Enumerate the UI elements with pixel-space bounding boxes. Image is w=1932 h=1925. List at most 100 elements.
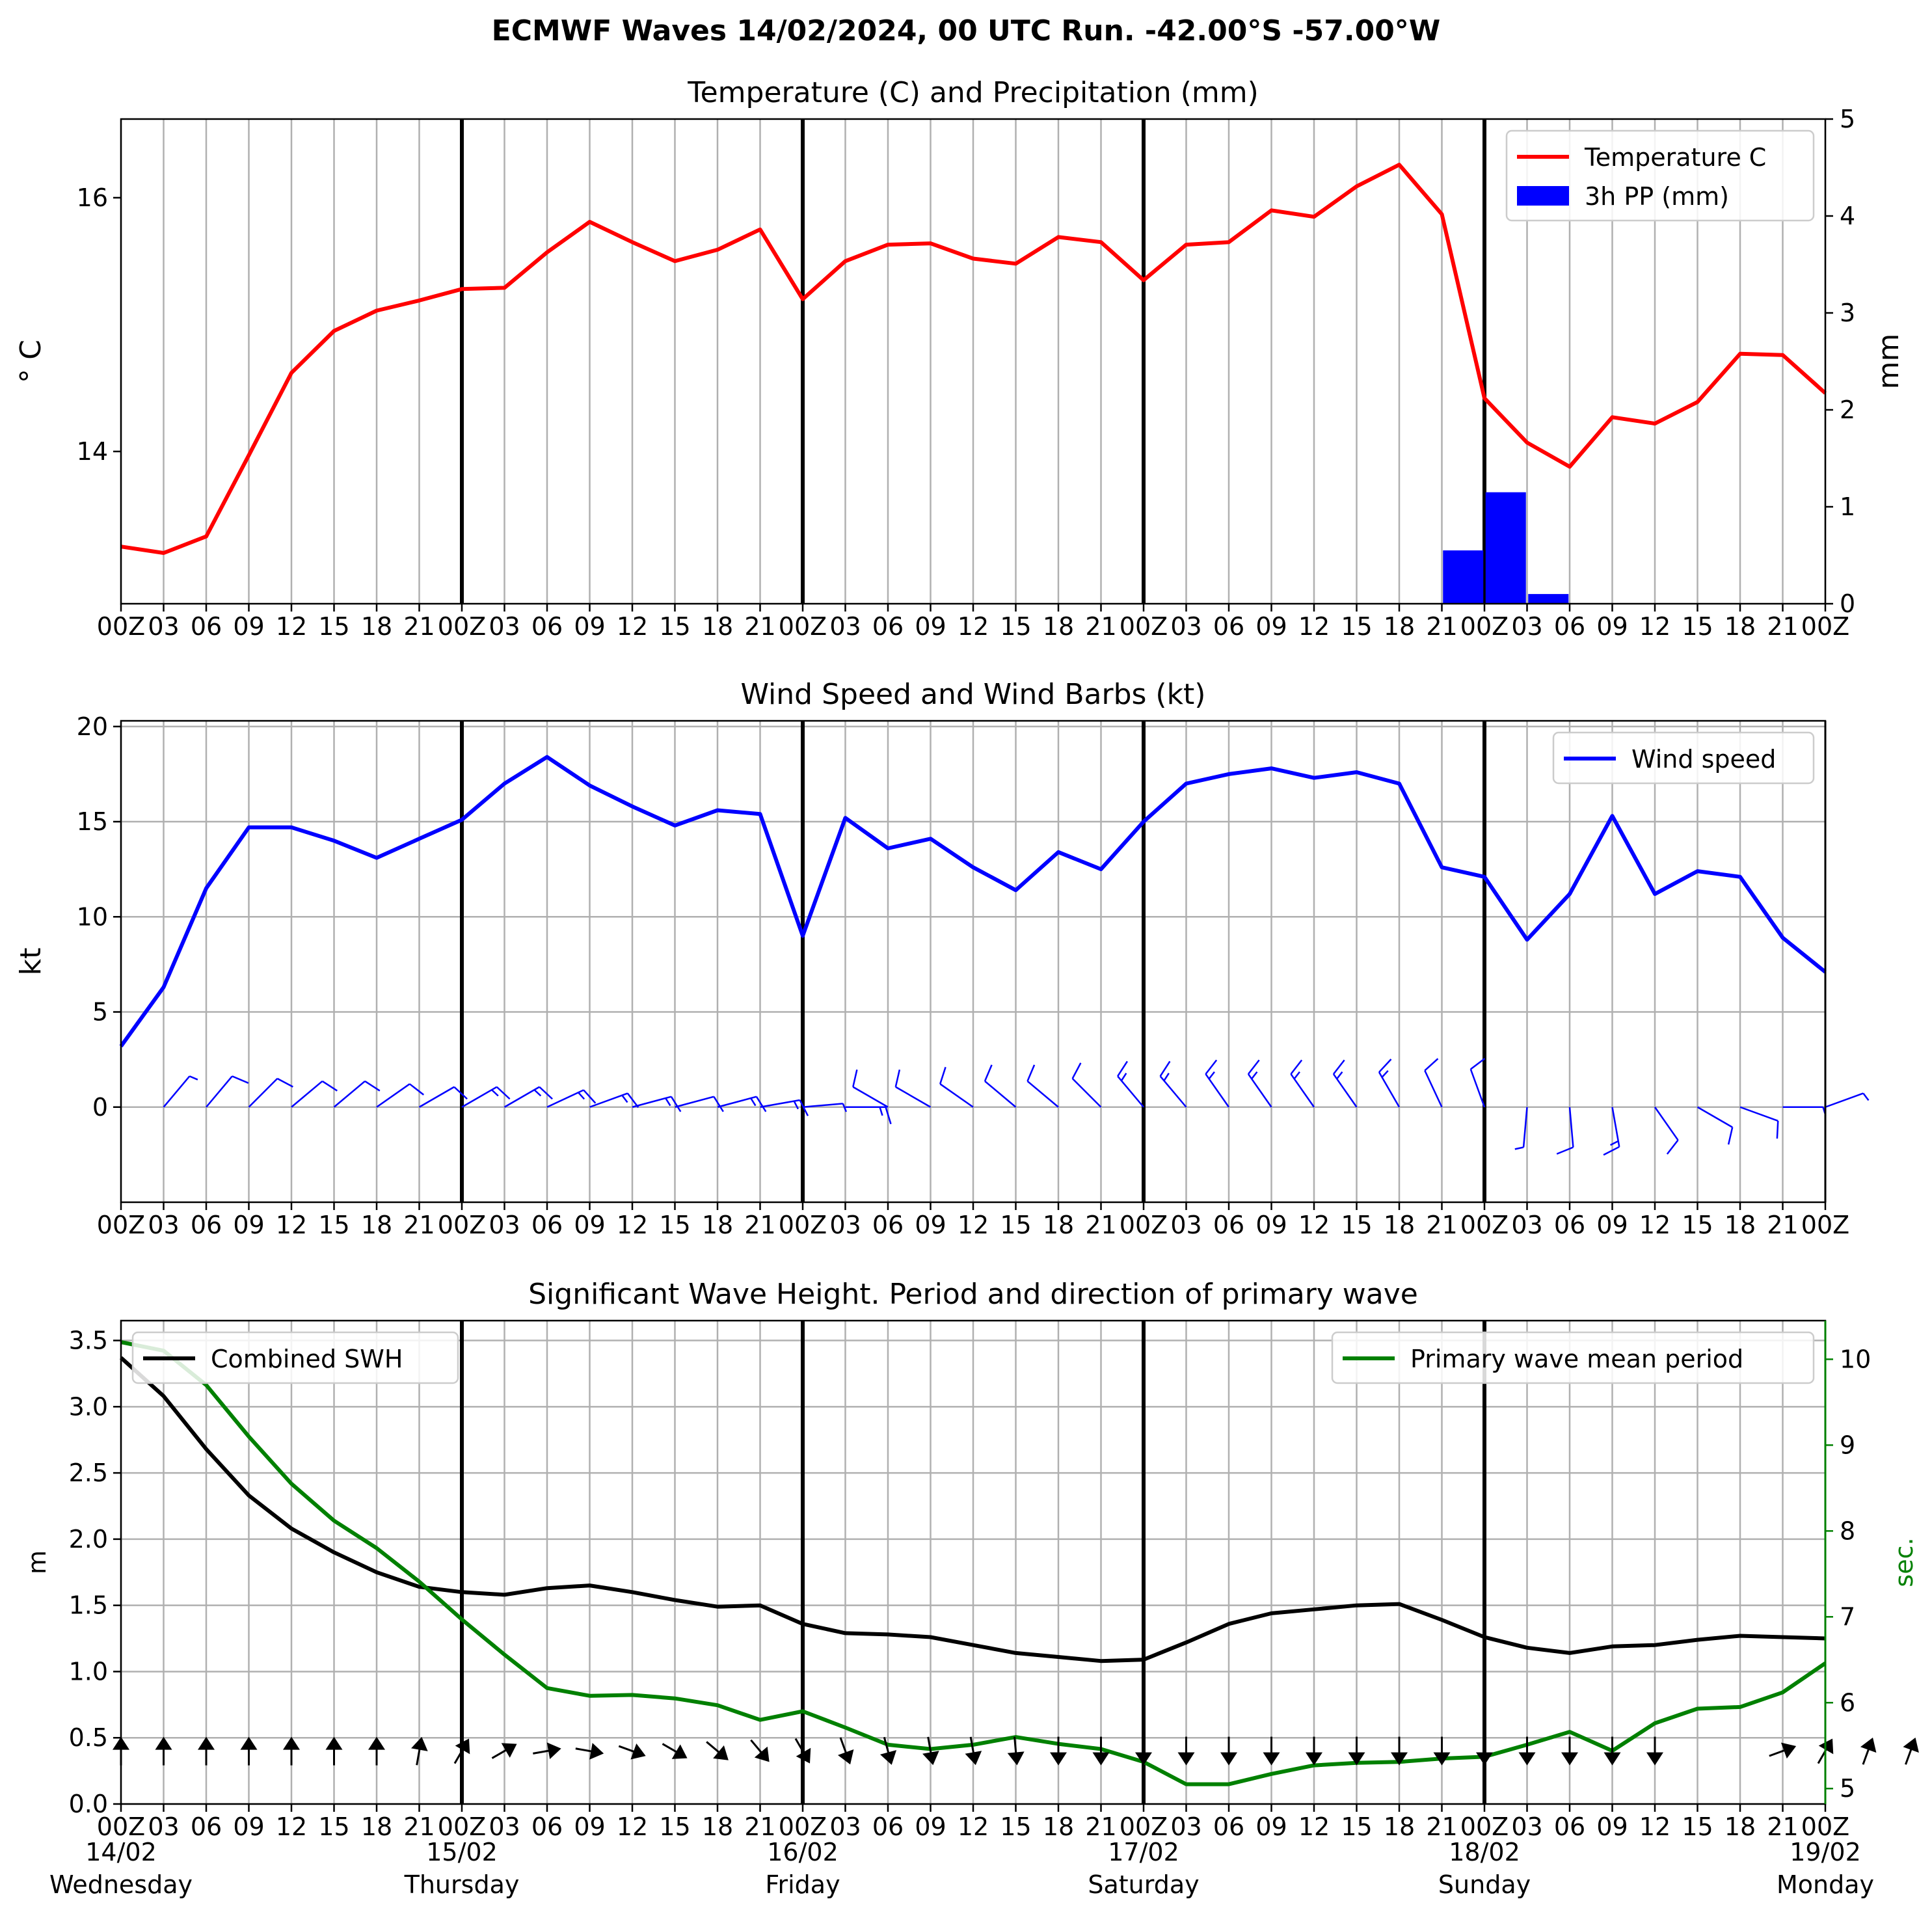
wave-direction-arrow <box>1050 1736 1067 1766</box>
wave-arrow-head <box>1391 1752 1408 1766</box>
x-tick-label: 21 <box>1767 1812 1798 1841</box>
wave-arrow-head <box>1348 1752 1365 1766</box>
x-tick-label: 03 <box>489 1211 520 1239</box>
wind-barb-staff <box>717 1096 757 1108</box>
wave-arrow-head <box>837 1749 854 1765</box>
x-tick-label: 09 <box>233 1211 264 1239</box>
wind-barb-feather <box>453 1086 468 1100</box>
wave-arrow-head <box>325 1736 343 1750</box>
x-tick-label: 15 <box>318 1211 349 1239</box>
x-tick-label: 06 <box>531 1211 563 1239</box>
wave-direction-arrow <box>837 1737 854 1765</box>
date-label-group: 18/02 Sunday <box>1438 1838 1531 1899</box>
x-tick-label: 12 <box>1298 1211 1330 1239</box>
x-tick-label: 03 <box>148 612 179 641</box>
wind-barb-feather <box>1163 1073 1170 1081</box>
wave-arrow-head <box>1306 1752 1322 1766</box>
legend-label: Combined SWH <box>211 1345 403 1373</box>
wind-barb-staff <box>376 1083 410 1108</box>
x-tick-label: 15 <box>659 1211 690 1239</box>
x-tick-label: 18 <box>361 1211 392 1239</box>
wave-direction-arrow <box>198 1736 215 1766</box>
x-tick-label: 09 <box>574 1211 605 1239</box>
x-tick-label: 15 <box>1341 1211 1372 1239</box>
day-label: Saturday <box>1088 1870 1199 1899</box>
wave-direction-arrow <box>1007 1736 1025 1766</box>
wind-barb-feather <box>583 1089 597 1104</box>
x-tick-label: 06 <box>1213 1812 1244 1841</box>
date-label: 14/02 <box>85 1838 157 1866</box>
legend-box <box>1552 731 1815 785</box>
x-tick-label: 06 <box>1554 612 1585 641</box>
x-tick-label: 00Z <box>1801 1211 1849 1239</box>
wave-direction-arrow <box>1603 1736 1621 1766</box>
y-axis-label: ° C <box>14 340 47 383</box>
x-tick-label: 15 <box>318 1812 349 1841</box>
wave-arrow-head <box>1220 1752 1237 1766</box>
x-tick-label: 21 <box>403 1812 435 1841</box>
x-tick-label: 03 <box>148 1211 179 1239</box>
x-tick-label: 18 <box>1724 612 1756 641</box>
wave-arrow-head <box>1603 1752 1621 1766</box>
x-tick-label: 21 <box>403 1211 435 1239</box>
x-tick-label: 21 <box>1085 1211 1116 1239</box>
wave-direction-arrow <box>618 1743 646 1760</box>
x-tick-label: 15 <box>659 612 690 641</box>
x-tick-label: 21 <box>744 612 775 641</box>
legend: Temperature C 3h PP (mm) <box>1505 129 1815 222</box>
y2-tick-label: 3 <box>1840 299 1855 327</box>
x-tick-label: 00Z <box>1120 612 1168 641</box>
x-tick-label: 00Z <box>1460 612 1509 641</box>
date-label-group: 15/02 Thursday <box>404 1838 520 1899</box>
wind-barb-feather <box>665 1097 671 1107</box>
x-tick-label: 09 <box>233 1812 264 1841</box>
wave-arrow-head <box>630 1743 646 1760</box>
wave-direction-arrow <box>662 1743 688 1759</box>
wave-arrow-head <box>1903 1737 1919 1753</box>
wind-barb-staff <box>546 1089 584 1108</box>
x-tick-label: 21 <box>1767 612 1798 641</box>
x-tick-label: 03 <box>148 1812 179 1841</box>
x-tick-label: 00Z <box>438 1812 486 1841</box>
wave-direction-arrow <box>1263 1736 1280 1766</box>
x-tick-label: 06 <box>531 612 563 641</box>
x-tick-label: 03 <box>1170 1211 1201 1239</box>
x-tick-label: 09 <box>233 612 264 641</box>
wind-barb-feather <box>1470 1058 1486 1070</box>
wind-barb-feather <box>1862 1092 1870 1101</box>
x-tick-label: 12 <box>1298 1812 1330 1841</box>
wave-arrow-head <box>1263 1752 1280 1766</box>
wave-direction-arrow <box>1561 1736 1578 1766</box>
wind-barb-feather <box>984 1064 993 1082</box>
wind-barb-staff <box>895 1086 932 1108</box>
wind-barb-feather <box>1556 1146 1574 1155</box>
wind-barb-staff <box>939 1083 974 1108</box>
date-label: 19/02 <box>1790 1838 1861 1866</box>
x-tick-label: 15 <box>1682 612 1713 641</box>
wind-barb-staff <box>1697 1106 1733 1128</box>
wind-barb-feather <box>232 1075 249 1084</box>
legend-box <box>1505 129 1815 222</box>
wave-arrow-head <box>1007 1751 1025 1766</box>
x-tick-label: 15 <box>1682 1211 1713 1239</box>
wind-barb-staff <box>1739 1106 1778 1122</box>
x-tick-label: 12 <box>276 1211 307 1239</box>
wave-direction-arrow <box>1476 1736 1493 1766</box>
y-tick-label: 10 <box>77 902 108 931</box>
wind-barb-staff <box>1332 1073 1358 1108</box>
series-line <box>119 755 1827 1047</box>
wind-barb-feather <box>533 1089 542 1097</box>
y2-tick-label: 10 <box>1840 1345 1871 1373</box>
x-tick-label: 03 <box>1170 1812 1201 1841</box>
wind-barb-feather <box>1381 1070 1389 1078</box>
wave-direction-arrow <box>1135 1736 1152 1766</box>
legend-label: Primary wave mean period <box>1410 1345 1743 1373</box>
x-tick-label: 12 <box>276 1812 307 1841</box>
x-tick-label: 15 <box>659 1812 690 1841</box>
x-tick-label: 12 <box>1639 1211 1670 1239</box>
wave-arrow-head <box>922 1751 939 1766</box>
wind-barb-feather <box>670 1096 682 1112</box>
wave-direction-arrow <box>1518 1736 1536 1766</box>
x-tick-label: 18 <box>1043 1211 1074 1239</box>
legend: Wind speed <box>1552 731 1815 785</box>
